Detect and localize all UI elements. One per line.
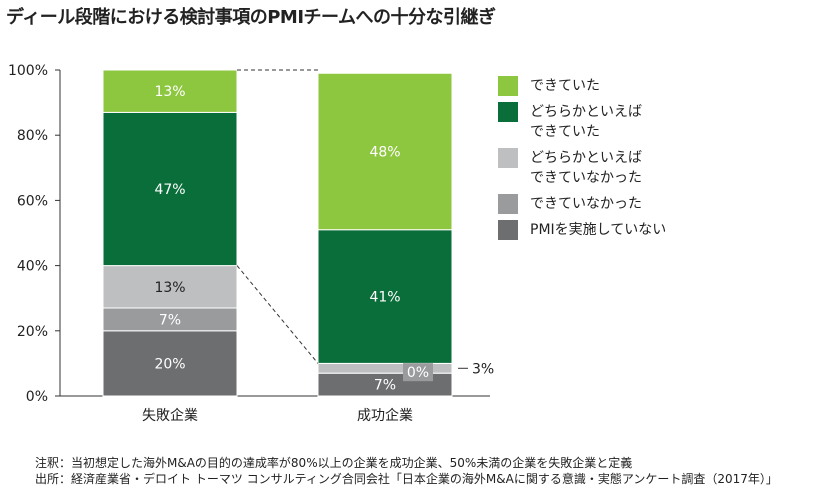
- legend-item: どちらかといえば できていた: [498, 102, 730, 142]
- legend-swatch: [498, 76, 518, 96]
- y-tick-label: 80%: [17, 128, 48, 144]
- data-label: 0%: [407, 365, 429, 381]
- bar-segment: [317, 229, 453, 364]
- data-label: 7%: [374, 378, 396, 394]
- y-tick-label: 20%: [17, 324, 48, 340]
- bar-segment: [102, 69, 238, 113]
- legend-item: できていなかった: [498, 194, 730, 214]
- y-tick-label: 100%: [8, 63, 48, 79]
- bar-segment: [102, 265, 238, 309]
- data-label: 13%: [154, 280, 185, 296]
- chart-title: ディール段階における検討事項のPMIチームへの十分な引継ぎ: [6, 7, 496, 28]
- connector-line-bottom: [236, 265, 319, 364]
- legend-item: どちらかといえば できていなかった: [498, 148, 730, 188]
- legend-swatch: [498, 220, 518, 240]
- data-label: 47%: [154, 182, 185, 198]
- bar-segment: [102, 111, 238, 267]
- bar-segment: [317, 72, 453, 231]
- note-source: 出所：経済産業省・デロイト トーマツ コンサルティング合同会社「日本企業の海外M…: [35, 472, 778, 486]
- legend-item: できていた: [498, 76, 730, 96]
- y-tick-label: 40%: [17, 259, 48, 275]
- data-label: 41%: [369, 290, 400, 306]
- legend-label: できていなかった: [530, 196, 642, 212]
- legend-item: PMIを実施していない: [498, 220, 730, 240]
- data-label: 48%: [369, 145, 400, 161]
- data-label: 20%: [154, 356, 185, 372]
- y-tick-label: 0%: [26, 389, 48, 405]
- legend-swatch: [498, 194, 518, 214]
- data-label-box: [403, 363, 433, 382]
- legend-label: どちらかといえば できていなかった: [530, 150, 642, 186]
- legend-swatch: [498, 102, 518, 122]
- data-label: 3%: [472, 361, 494, 377]
- category-label: 失敗企業: [142, 407, 198, 424]
- note-definition: 注釈：当初想定した海外M&Aの目的の達成率が80%以上の企業を成功企業、50%未…: [35, 456, 633, 470]
- category-label: 成功企業: [357, 407, 413, 424]
- legend-label: どちらかといえば できていた: [530, 104, 642, 140]
- legend-swatch: [498, 148, 518, 168]
- y-tick-label: 60%: [17, 193, 48, 209]
- legend-label: できていた: [530, 78, 600, 94]
- data-label: 7%: [159, 312, 181, 328]
- data-label: 13%: [154, 84, 185, 100]
- notes: 注釈：当初想定した海外M&Aの目的の達成率が80%以上の企業を成功企業、50%未…: [35, 455, 778, 487]
- legend-label: PMIを実施していない: [530, 222, 667, 238]
